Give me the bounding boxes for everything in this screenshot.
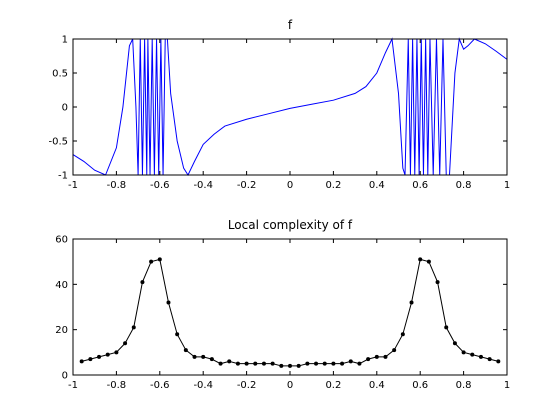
data-marker (340, 361, 345, 366)
data-marker (79, 359, 84, 364)
data-marker (235, 361, 240, 366)
x-tick-label: 0.6 (412, 180, 428, 191)
x-tick-label: 0.4 (369, 180, 385, 191)
data-marker (366, 357, 371, 362)
x-tick-label: 0.8 (456, 180, 472, 191)
data-marker (261, 361, 266, 366)
x-tick-label: 1 (504, 180, 510, 191)
x-tick-label: -0.8 (107, 380, 127, 391)
y-tick-label: -0.5 (48, 137, 68, 148)
data-marker (123, 341, 128, 346)
data-marker (322, 361, 327, 366)
x-tick-label: -0.6 (150, 380, 170, 391)
data-marker (418, 257, 423, 262)
data-marker (470, 352, 475, 357)
data-marker (383, 354, 388, 359)
x-tick-label: 1 (504, 380, 510, 391)
data-marker (114, 350, 119, 355)
y-tick-label: 20 (55, 325, 68, 336)
data-marker (348, 359, 353, 364)
data-marker (105, 352, 110, 357)
data-marker (426, 259, 431, 264)
y-tick-label: 0 (62, 103, 68, 114)
x-tick-label: 0.4 (369, 380, 385, 391)
data-marker (97, 354, 102, 359)
x-tick-label: 0.2 (325, 380, 341, 391)
x-tick-label: 0.8 (456, 380, 472, 391)
x-tick-label: -1 (68, 180, 78, 191)
data-marker (487, 357, 492, 362)
data-marker (244, 361, 249, 366)
x-tick-label: -0.2 (237, 180, 257, 191)
data-marker (444, 325, 449, 330)
data-marker (357, 361, 362, 366)
chart-title: f (288, 18, 293, 32)
x-tick-label: 0 (287, 380, 293, 391)
y-tick-label: 0 (62, 371, 68, 382)
data-marker (496, 359, 501, 364)
axes-background (73, 239, 507, 375)
data-marker (461, 350, 466, 355)
data-marker (140, 280, 145, 285)
data-marker (192, 354, 197, 359)
data-marker (201, 354, 206, 359)
data-marker (270, 361, 275, 366)
data-marker (452, 341, 457, 346)
data-marker (209, 357, 214, 362)
data-marker (157, 257, 162, 262)
data-marker (305, 361, 310, 366)
data-marker (331, 361, 336, 366)
chart-title: Local complexity of f (228, 218, 353, 232)
x-tick-label: 0.6 (412, 380, 428, 391)
data-marker (183, 348, 188, 353)
data-marker (175, 332, 180, 337)
x-tick-label: 0 (287, 180, 293, 191)
data-marker (288, 363, 292, 368)
x-tick-label: -0.6 (150, 180, 170, 191)
data-marker (166, 300, 171, 305)
y-tick-label: 0.5 (52, 69, 68, 80)
data-marker (296, 363, 301, 368)
x-tick-label: -0.2 (237, 380, 257, 391)
data-marker (88, 357, 93, 362)
data-marker (409, 300, 414, 305)
data-marker (227, 359, 232, 364)
x-tick-label: -1 (68, 380, 78, 391)
y-tick-label: 1 (62, 35, 68, 46)
x-tick-label: -0.4 (193, 380, 213, 391)
y-tick-label: -1 (58, 171, 68, 182)
data-marker (400, 332, 405, 337)
y-tick-label: 40 (55, 280, 68, 291)
data-marker (374, 354, 379, 359)
data-marker (435, 280, 440, 285)
data-marker (253, 361, 258, 366)
data-marker (314, 361, 319, 366)
x-tick-label: -0.4 (193, 180, 213, 191)
x-tick-label: 0.2 (325, 180, 341, 191)
data-marker (478, 354, 483, 359)
data-marker (131, 325, 136, 330)
data-marker (149, 259, 154, 264)
data-marker (392, 348, 397, 353)
data-marker (218, 361, 223, 366)
y-tick-label: 60 (55, 235, 68, 246)
data-marker (279, 363, 284, 368)
data-line (72, 37, 508, 177)
x-tick-label: -0.8 (107, 180, 127, 191)
